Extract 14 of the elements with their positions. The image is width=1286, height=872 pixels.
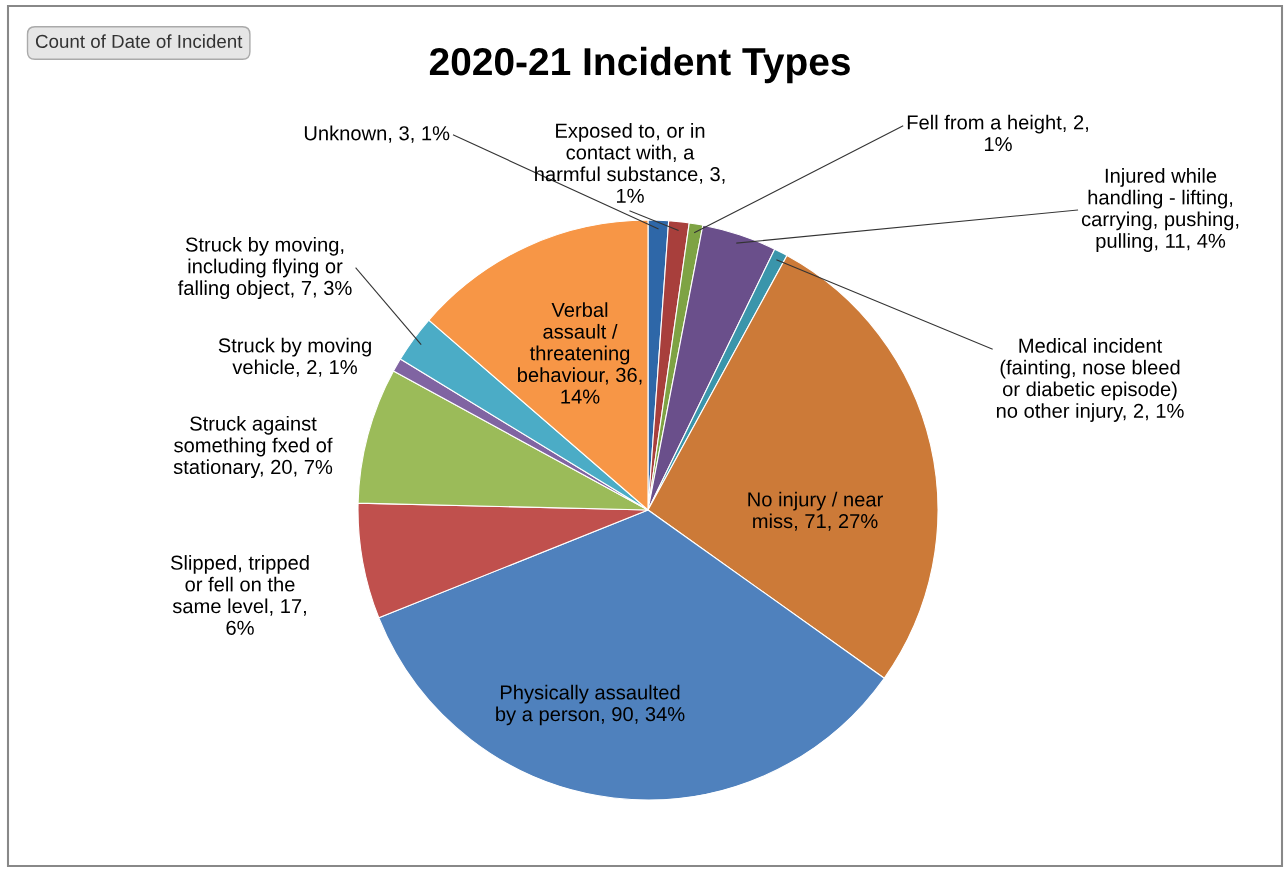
slice-label: Verbal assault / threatening behaviour, 36, 14%	[518, 302, 642, 404]
slice-label: Exposed to, or in contact with, a harmful substance, 3, 1%	[535, 123, 725, 203]
slice-label: Medical incident (fainting, nose bleed or diabetic episode) no other injury, 2, 1%	[996, 338, 1184, 422]
chart-title: 2020-21 Incident Types	[429, 46, 850, 84]
slice-label: Injured while handling - lifting, carrying, pushing, pulling, 11, 4%	[1081, 168, 1239, 252]
slice-label: Struck by moving vehicle, 2, 1%	[218, 337, 371, 377]
slice-label: Struck by moving, including flying or falling object, 7, 3%	[177, 236, 352, 300]
text: Count of Date of Incident	[35, 34, 243, 49]
slice-label: Unknown, 3, 1%	[304, 125, 450, 143]
slice-label: Struck against something fxed of stationary, 20, 7%	[173, 415, 333, 479]
slice-label: Fell from a height, 2, 1%	[907, 114, 1088, 152]
slice-label: No injury / near miss, 71, 27%	[748, 491, 883, 531]
slice-label: Slipped, tripped or fell on the same level, 17, 6%	[170, 555, 309, 635]
slice-label: Physically assaulted by a person, 90, 34%	[496, 684, 685, 726]
